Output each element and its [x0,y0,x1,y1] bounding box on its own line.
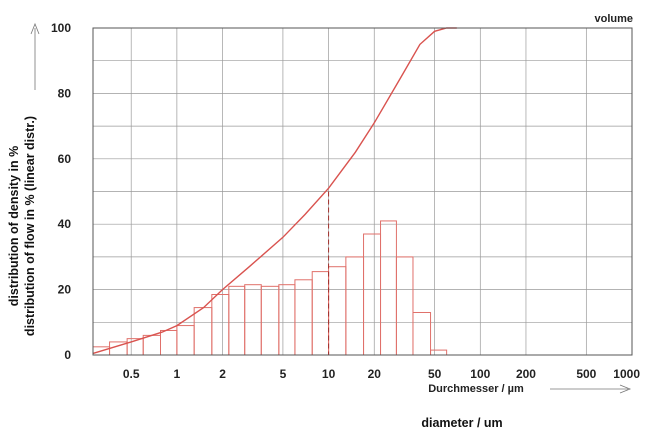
y-tick-label: 40 [58,217,72,231]
x-tick-label: 500 [576,367,596,381]
histogram-bar [278,284,296,356]
x-tick-label: 200 [516,367,536,381]
histogram-bar [311,271,330,356]
y-tick-label: 60 [58,152,72,166]
y-tick-label: 100 [51,21,71,35]
x-tick-label: 1000 [613,367,640,381]
histogram-bar [328,266,347,356]
x-tick-label: 1 [174,367,181,381]
y-tick-label: 0 [64,348,71,362]
histogram-bar [193,307,213,356]
histogram-bar [395,256,414,356]
plot-frame [92,27,633,356]
x-tick-label: 2 [219,367,226,381]
x-tick-label: 0.5 [123,367,140,381]
histogram-bar [211,294,230,356]
y-axis-label-line-2: distribution of flow in % (linear distr.… [23,116,37,336]
histogram-bar [345,256,365,356]
histogram-bar [412,311,432,356]
y-axis-label-line-1: distribution of density in % [7,146,21,306]
histogram-bar [142,334,162,356]
y-axis-arrow-head-icon [30,22,40,35]
x-tick-label: 5 [280,367,287,381]
histogram-bar [260,285,280,356]
x-axis-arrow-head-icon [619,384,632,394]
x-tick-label: 50 [428,367,442,381]
histogram-bar [430,349,448,356]
histogram-bar [380,220,397,356]
y-tick-label: 80 [58,86,72,100]
cumulative-curve [92,27,457,355]
histogram-bar [294,279,313,356]
x-tick-label: 10 [322,367,336,381]
chart-title: volume [594,13,633,25]
histogram-bar [160,329,178,356]
x-axis-caption: diameter / um [421,416,502,430]
x-tick-label: 20 [368,367,382,381]
y-tick-label: 20 [58,283,72,297]
histogram-bar [228,285,246,356]
histogram-bar [176,325,195,356]
x-tick-labels: 0.5 1 2 5 10 20 50 100 200 500 1000 [123,367,640,381]
x-tick-label: 100 [470,367,490,381]
y-tick-labels: 0 20 40 60 80 100 [51,21,71,362]
histogram-bar [244,284,262,356]
histogram-bar [363,233,382,356]
x-axis-label: Durchmesser / µm [428,383,524,395]
histogram-bars [92,220,448,356]
grid [93,28,632,355]
